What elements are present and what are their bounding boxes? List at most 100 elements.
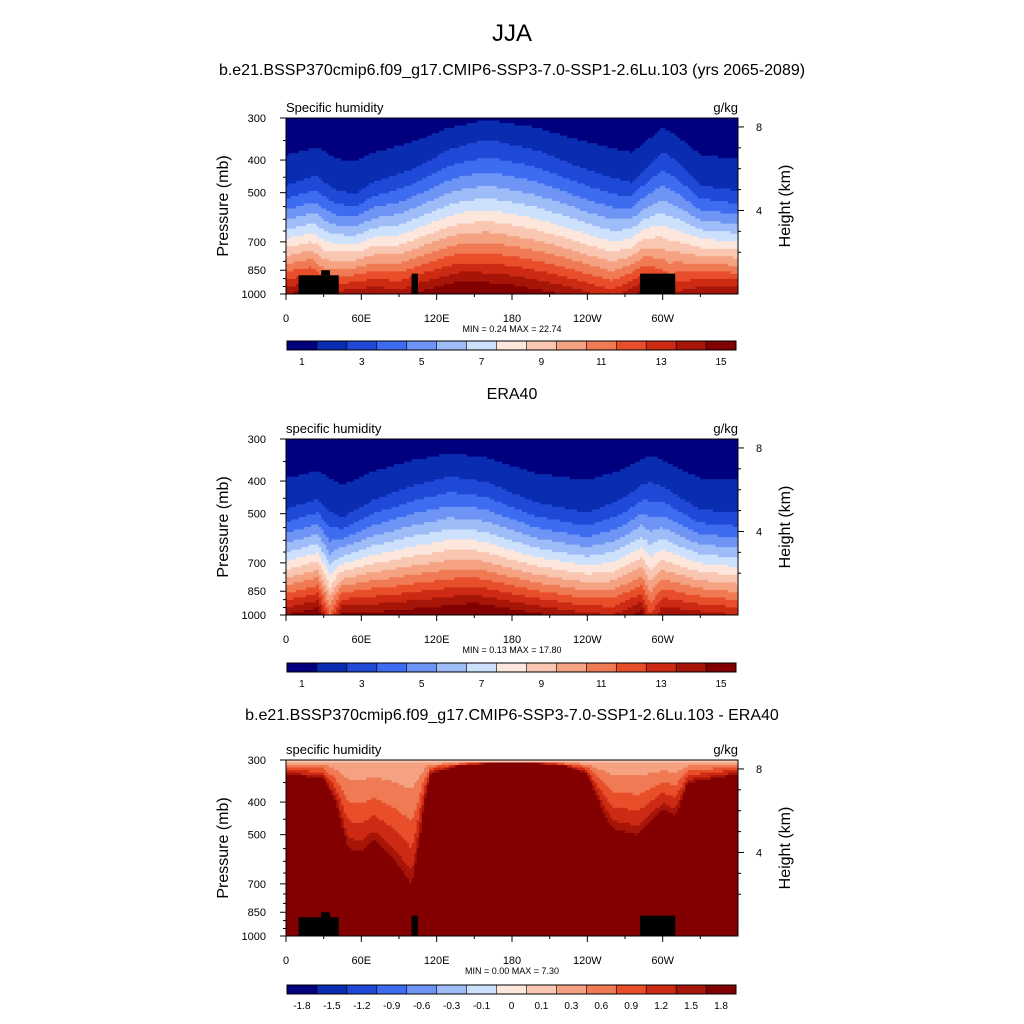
field-cell	[650, 820, 738, 824]
field-cell	[619, 248, 641, 252]
field-cell	[660, 170, 666, 174]
field-cell	[341, 584, 398, 588]
field-cell	[635, 559, 646, 563]
field-cell	[286, 128, 445, 132]
field-cell	[399, 810, 415, 814]
field-cell	[657, 602, 699, 606]
field-cell	[286, 228, 325, 232]
field-cell	[416, 165, 448, 169]
field-cell	[622, 266, 641, 270]
field-cell	[328, 777, 337, 781]
field-cell	[338, 795, 347, 799]
field-cell	[599, 532, 631, 536]
field-cell	[323, 582, 330, 586]
field-cell	[326, 574, 337, 578]
field-cell	[416, 842, 420, 847]
field-cell	[506, 504, 553, 508]
field-cell	[645, 607, 649, 611]
field-cell	[399, 504, 508, 508]
field-cell	[572, 163, 651, 167]
field-cell	[286, 476, 330, 480]
field-cell	[439, 195, 543, 200]
colorbar-swatch	[706, 985, 737, 994]
field-cell	[328, 198, 367, 202]
field-cell	[687, 765, 738, 769]
field-cell	[341, 817, 345, 821]
field-cell	[363, 231, 408, 235]
field-cell	[642, 557, 686, 561]
field-cell	[323, 612, 327, 615]
field-cell	[617, 577, 639, 581]
field-cell	[647, 206, 679, 210]
field-cell	[333, 569, 345, 573]
field-cell	[388, 842, 410, 847]
field-cell	[697, 532, 738, 536]
field-cell	[316, 511, 320, 516]
colorbar-label: -1.5	[323, 1001, 341, 1012]
field-cell	[353, 542, 385, 546]
field-cell	[640, 211, 689, 215]
field-cell	[333, 767, 425, 771]
field-cell	[366, 263, 423, 267]
field-cell	[584, 183, 646, 187]
field-cell	[386, 466, 521, 470]
field-cell	[665, 501, 691, 505]
x-tick-label: 180	[503, 955, 521, 967]
field-cell	[466, 143, 511, 147]
field-cell	[660, 569, 666, 573]
field-cell	[343, 805, 393, 809]
field-cell	[414, 511, 496, 516]
field-cell	[476, 539, 513, 543]
field-cell	[318, 552, 325, 556]
field-cell	[348, 777, 367, 781]
field-cell	[353, 559, 390, 563]
field-cell	[286, 218, 325, 222]
right-tick-label: 4	[756, 526, 762, 538]
field-cell	[647, 165, 684, 169]
field-cell	[476, 506, 516, 510]
field-cell	[406, 815, 415, 819]
field-cell	[645, 790, 679, 794]
field-cell	[286, 208, 327, 212]
field-cell	[474, 198, 498, 202]
field-cell	[406, 840, 415, 844]
field-cell	[680, 193, 696, 197]
field-cell	[286, 165, 418, 169]
field-cell	[529, 544, 581, 548]
field-cell	[328, 258, 357, 262]
field-cell	[514, 283, 563, 288]
colorbar: 1 3 5 7 9 11 13 15	[286, 662, 737, 690]
field-cell	[348, 845, 367, 849]
field-cell	[444, 767, 450, 771]
field-cell	[341, 800, 350, 804]
field-cell	[373, 253, 425, 257]
field-cell	[642, 827, 738, 831]
field-cell	[303, 203, 320, 207]
field-cell	[677, 770, 689, 774]
field-cell	[700, 218, 738, 222]
field-cell	[672, 812, 676, 816]
field-cell	[632, 216, 651, 220]
field-cell	[321, 549, 330, 553]
y-tick-label: 400	[248, 476, 266, 488]
field-cell	[386, 494, 438, 498]
field-cell	[554, 155, 659, 159]
field-cell	[665, 185, 689, 189]
field-cell	[687, 770, 724, 774]
colorbar-frame	[286, 340, 737, 351]
field-cell	[532, 572, 586, 576]
field-cell	[358, 476, 445, 480]
field-cell	[404, 860, 415, 864]
field-cell	[373, 534, 415, 538]
field-cell	[522, 145, 609, 149]
field-cell	[522, 569, 568, 573]
field-cell	[419, 777, 425, 781]
field-cell	[336, 805, 340, 809]
field-cell	[720, 211, 738, 215]
field-cell	[286, 928, 738, 932]
field-cell	[597, 797, 601, 801]
field-cell	[318, 584, 322, 588]
field-cell	[692, 529, 738, 533]
field-cell	[675, 805, 681, 809]
field-cell	[341, 158, 360, 162]
